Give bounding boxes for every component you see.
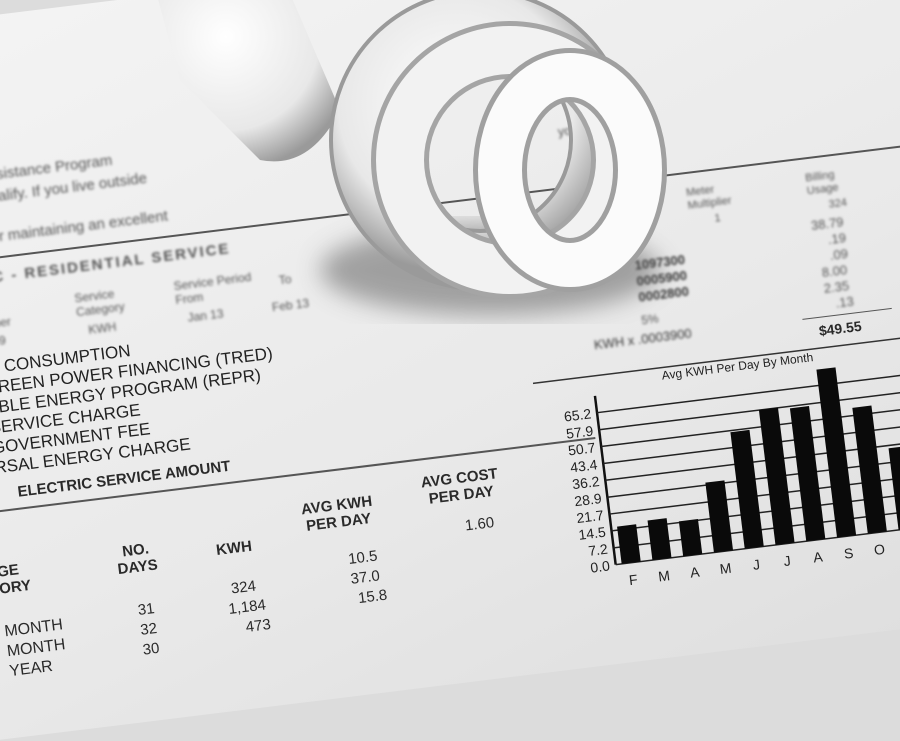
meter-value: 324 (827, 196, 848, 211)
meter-header: Billing Usage (804, 168, 840, 197)
bar (730, 429, 764, 549)
table-header: NO. DAYS (116, 540, 159, 579)
row-days: 31 (136, 600, 156, 619)
x-tick-label: M (719, 560, 733, 577)
row-avg-kwh: 15.8 (357, 586, 389, 608)
y-tick-label: 14.5 (578, 524, 607, 543)
table-header: AVG KWH PER DAY (300, 492, 374, 536)
bar (647, 518, 672, 561)
cfl-bulb (158, 0, 667, 315)
y-tick-label: 21.7 (575, 507, 604, 526)
x-tick-label: A (812, 548, 824, 565)
bar (617, 524, 641, 564)
row-avg-kwh: 37.0 (349, 567, 381, 588)
bill-text: for maintaining an excellent (0, 207, 169, 247)
bar (888, 445, 900, 530)
bulb-base (158, 0, 340, 162)
x-tick-label: A (689, 563, 701, 580)
amount: .09 (828, 245, 849, 263)
x-tick-label: S (843, 545, 854, 562)
bar (758, 407, 795, 546)
bar (705, 480, 734, 553)
service-header: Service Category (73, 286, 126, 320)
avg-kwh-chart: Avg KWH Per Day By Month 0.07.214.521.72… (532, 337, 900, 588)
service-value: 1359 (0, 333, 7, 351)
y-tick-label: 50.7 (567, 439, 596, 458)
bar (789, 406, 826, 542)
bar (678, 519, 703, 557)
chart-frame (532, 337, 900, 385)
y-tick-label: 28.9 (573, 490, 602, 509)
bar (852, 405, 887, 534)
table-header: GE ORY (0, 561, 33, 598)
amount: .13 (834, 293, 855, 311)
row-label: YEAR (8, 657, 54, 681)
service-header: umber (0, 314, 12, 333)
bulb-spiral (329, 0, 667, 299)
row-avg-kwh: 10.5 (347, 547, 379, 568)
row-kwh: 473 (244, 616, 272, 636)
gridline (596, 374, 900, 414)
bar (816, 367, 857, 538)
table-header: AVG COST PER DAY (419, 465, 499, 508)
y-tick-label: 36.2 (571, 473, 600, 492)
y-tick-label: 65.2 (563, 405, 592, 424)
y-tick-label: 0.0 (589, 557, 610, 575)
meter-value: 1 (713, 212, 722, 225)
table-header: KWH (215, 537, 253, 559)
y-tick-label: 57.9 (565, 422, 594, 441)
row-days: 32 (139, 619, 159, 639)
gridline (599, 391, 900, 431)
x-tick-label: J (783, 552, 792, 569)
row-days: 30 (141, 639, 161, 659)
row-kwh: 324 (230, 577, 257, 598)
x-tick-label: O (873, 541, 886, 558)
x-tick-label: F (628, 571, 638, 588)
y-tick-label: 43.4 (569, 456, 598, 475)
x-tick-label: M (657, 567, 671, 584)
y-tick-label: 7.2 (587, 541, 608, 559)
x-tick-label: J (752, 556, 761, 573)
service-value: KWH (87, 319, 118, 337)
row-avg-cost: 1.60 (464, 514, 496, 535)
